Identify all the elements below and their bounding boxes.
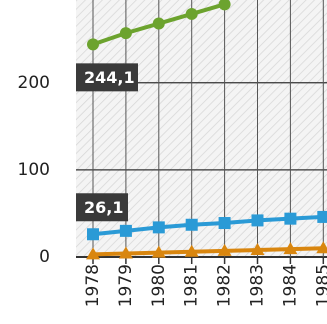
x-tick-label: 1985 (313, 264, 327, 307)
point (283, 242, 298, 255)
x-tick-label: 1980 (149, 264, 169, 307)
x-tick-label: 1978 (83, 264, 103, 307)
x-tick-label: 1984 (280, 264, 300, 307)
y-tick-label: 200 (18, 73, 50, 93)
point (284, 212, 297, 225)
point (152, 17, 165, 30)
point (119, 27, 132, 40)
point (118, 246, 133, 259)
x-tick-label: 1982 (215, 264, 235, 307)
point (151, 245, 166, 258)
point (87, 38, 99, 51)
point (184, 244, 199, 257)
point (185, 7, 198, 20)
point (217, 243, 232, 256)
value-label: 26,1 (84, 198, 123, 217)
point (218, 0, 231, 11)
value-label-box (76, 63, 138, 92)
point (317, 210, 327, 223)
x-tick-label: 1983 (248, 264, 268, 307)
point (218, 217, 231, 230)
y-tick-label: 0 (39, 247, 50, 267)
point (119, 224, 132, 237)
point (87, 228, 99, 241)
y-tick-label: 100 (18, 160, 50, 180)
plot-area (86, 0, 327, 260)
point (250, 243, 265, 256)
x-tick-label: 1981 (182, 264, 202, 307)
x-tick-label: 1979 (116, 264, 136, 307)
point (185, 218, 198, 231)
value-label-box (76, 193, 128, 222)
point (316, 241, 327, 254)
value-label: 244,1 (84, 68, 135, 87)
point (86, 247, 100, 260)
labels: 0 100 200 1978 1979 1980 1981 1982 1983 1984 1985 2… (18, 63, 327, 307)
point (251, 214, 264, 227)
series-line (92, 246, 324, 257)
point (152, 221, 165, 234)
